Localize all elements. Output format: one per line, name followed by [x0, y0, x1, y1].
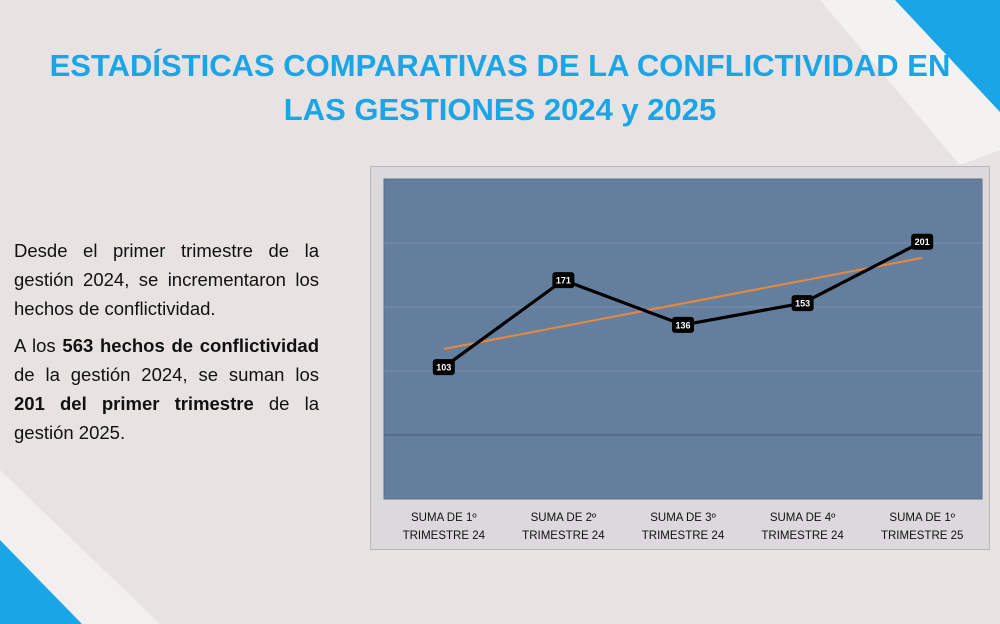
description-text: Desde el primer trimestre de la gestión … [14, 236, 319, 455]
bottom-left-blue-triangle [0, 540, 82, 624]
paragraph-2-text-1: A los [14, 335, 63, 356]
chart-svg: 103 171 136 153 201 [383, 178, 983, 500]
paragraph-2-text-2: de la gestión 2024, se suman los [14, 364, 319, 385]
x-tick-label: SUMA DE 4º TRIMESTRE 24 [743, 509, 863, 545]
x-tick-label-line: SUMA DE 2º [530, 512, 597, 524]
data-label: 136 [675, 320, 690, 330]
x-tick-label-line: TRIMESTRE 24 [522, 530, 605, 542]
data-label: 171 [556, 276, 571, 286]
total-2024-bold: 563 hechos de conflictividad [62, 335, 320, 356]
x-tick-label: SUMA DE 1º TRIMESTRE 24 [384, 509, 504, 545]
title-line-1: ESTADÍSTICAS COMPARATIVAS DE LA CONFLICT… [49, 48, 951, 83]
page-title: ESTADÍSTICAS COMPARATIVAS DE LA CONFLICT… [0, 44, 1000, 132]
x-tick-label-line: TRIMESTRE 24 [761, 530, 844, 542]
x-tick-label-line: TRIMESTRE 25 [880, 530, 964, 542]
data-label: 201 [915, 237, 930, 247]
top-right-blue-triangle [895, 0, 1000, 112]
data-label: 153 [795, 299, 810, 309]
x-tick-label-line: SUMA DE 4º [769, 512, 836, 524]
x-tick-label-line: SUMA DE 3º [650, 512, 716, 524]
line-chart: 103 171 136 153 201 SUMA DE 1º TRIMESTRE 24 SU… [370, 166, 990, 550]
data-label: 103 [436, 363, 451, 373]
data-point-marker [552, 272, 575, 289]
paragraph-2-text-3: de la gestión 2025. [14, 393, 319, 443]
data-point-marker [672, 316, 694, 333]
first-quarter-2025-bold: 201 del primer trimestre [14, 393, 254, 414]
x-tick-label-line: TRIMESTRE 24 [402, 530, 486, 542]
trend-line [443, 256, 923, 350]
x-tick-label: SUMA DE 1º TRIMESTRE 25 [862, 509, 982, 545]
x-tick-label-line: SUMA DE 1º [411, 512, 477, 524]
x-tick-label: SUMA DE 3º TRIMESTRE 24 [623, 509, 743, 545]
plot-area [383, 178, 983, 500]
title-line-2: LAS GESTIONES 2024 y 2025 [283, 92, 717, 127]
x-tick-label-line: SUMA DE 1º [889, 512, 955, 524]
paragraph-2: A los 563 hechos de conflictividad de la… [14, 331, 319, 447]
paragraph-1: Desde el primer trimestre de la gestión … [14, 240, 319, 319]
data-point-marker [791, 295, 814, 312]
x-tick-label-line: TRIMESTRE 24 [641, 530, 725, 542]
data-point-marker [432, 359, 455, 376]
x-tick-label: SUMA DE 2º TRIMESTRE 24 [503, 509, 623, 545]
data-point-marker [911, 233, 934, 250]
